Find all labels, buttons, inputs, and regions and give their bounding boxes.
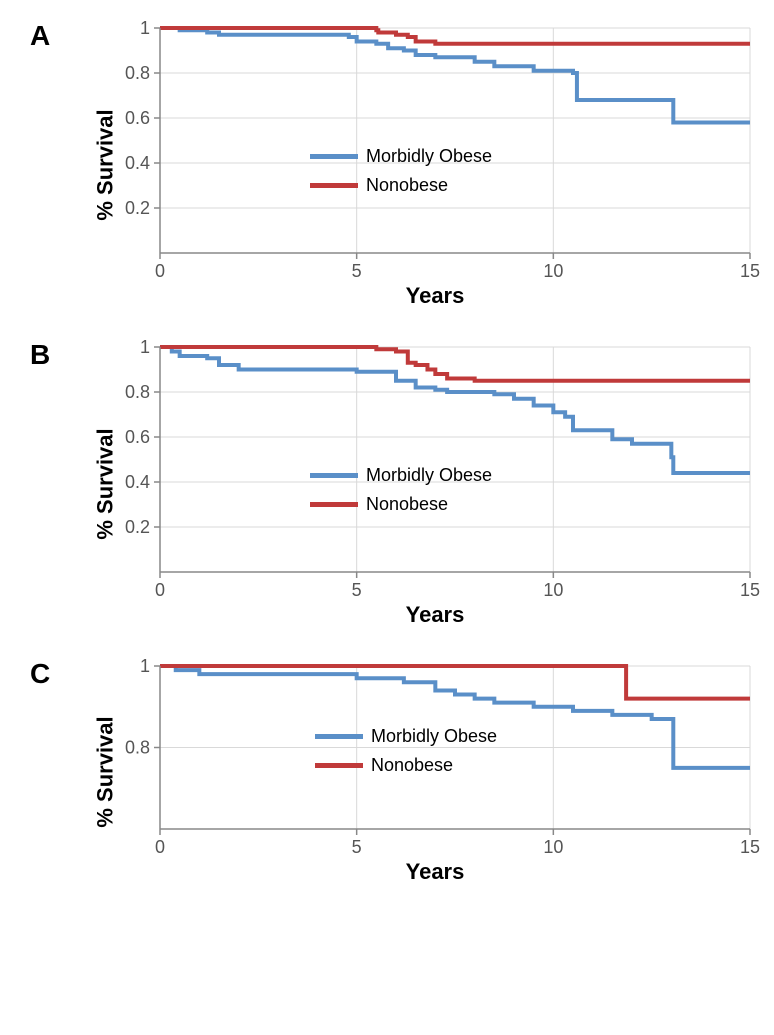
legend-item: Morbidly Obese xyxy=(310,465,492,486)
svg-text:0: 0 xyxy=(155,837,165,857)
svg-text:1: 1 xyxy=(140,339,150,357)
legend-swatch xyxy=(315,734,363,739)
svg-text:15: 15 xyxy=(740,837,760,857)
legend: Morbidly Obese Nonobese xyxy=(310,465,492,523)
panel-label: A xyxy=(30,20,50,52)
svg-text:10: 10 xyxy=(543,580,563,600)
panel-label: C xyxy=(30,658,50,690)
legend-item: Nonobese xyxy=(315,755,497,776)
legend-item: Nonobese xyxy=(310,175,492,196)
legend-swatch xyxy=(315,763,363,768)
chart-container: 0510150.20.40.60.81Morbidly ObeseNonobes… xyxy=(110,20,754,281)
panel-a: A% Survival0510150.20.40.60.81Morbidly O… xyxy=(20,20,754,309)
legend-swatch xyxy=(310,473,358,478)
legend-item: Morbidly Obese xyxy=(310,146,492,167)
svg-text:0.8: 0.8 xyxy=(125,382,150,402)
x-axis-title: Years xyxy=(110,859,760,885)
svg-text:0.8: 0.8 xyxy=(125,738,150,758)
legend: Morbidly Obese Nonobese xyxy=(315,726,497,784)
panel-c: C% Survival0510150.81Morbidly ObeseNonob… xyxy=(20,658,754,885)
svg-text:0.8: 0.8 xyxy=(125,63,150,83)
svg-text:5: 5 xyxy=(352,837,362,857)
svg-text:0.2: 0.2 xyxy=(125,198,150,218)
x-axis-title: Years xyxy=(110,602,760,628)
legend-label: Morbidly Obese xyxy=(371,726,497,747)
svg-text:15: 15 xyxy=(740,261,760,281)
chart-container: 0510150.81Morbidly ObeseNonobese xyxy=(110,658,754,857)
legend-swatch xyxy=(310,502,358,507)
figure-container: A% Survival0510150.20.40.60.81Morbidly O… xyxy=(20,20,754,885)
legend-label: Morbidly Obese xyxy=(366,146,492,167)
legend-label: Morbidly Obese xyxy=(366,465,492,486)
svg-text:1: 1 xyxy=(140,20,150,38)
svg-text:0.2: 0.2 xyxy=(125,517,150,537)
legend-swatch xyxy=(310,154,358,159)
legend: Morbidly Obese Nonobese xyxy=(310,146,492,204)
legend-item: Nonobese xyxy=(310,494,492,515)
svg-text:1: 1 xyxy=(140,658,150,676)
svg-text:0.4: 0.4 xyxy=(125,472,150,492)
legend-swatch xyxy=(310,183,358,188)
legend-label: Nonobese xyxy=(366,494,448,515)
panel-label: B xyxy=(30,339,50,371)
svg-text:0: 0 xyxy=(155,261,165,281)
legend-label: Nonobese xyxy=(366,175,448,196)
svg-text:10: 10 xyxy=(543,837,563,857)
svg-text:5: 5 xyxy=(352,580,362,600)
svg-text:0.6: 0.6 xyxy=(125,108,150,128)
svg-text:10: 10 xyxy=(543,261,563,281)
legend-label: Nonobese xyxy=(371,755,453,776)
svg-text:0: 0 xyxy=(155,580,165,600)
x-axis-title: Years xyxy=(110,283,760,309)
svg-text:5: 5 xyxy=(352,261,362,281)
legend-item: Morbidly Obese xyxy=(315,726,497,747)
svg-text:0.6: 0.6 xyxy=(125,427,150,447)
svg-text:15: 15 xyxy=(740,580,760,600)
svg-text:0.4: 0.4 xyxy=(125,153,150,173)
chart-container: 0510150.20.40.60.81Morbidly ObeseNonobes… xyxy=(110,339,754,600)
panel-b: B% Survival0510150.20.40.60.81Morbidly O… xyxy=(20,339,754,628)
